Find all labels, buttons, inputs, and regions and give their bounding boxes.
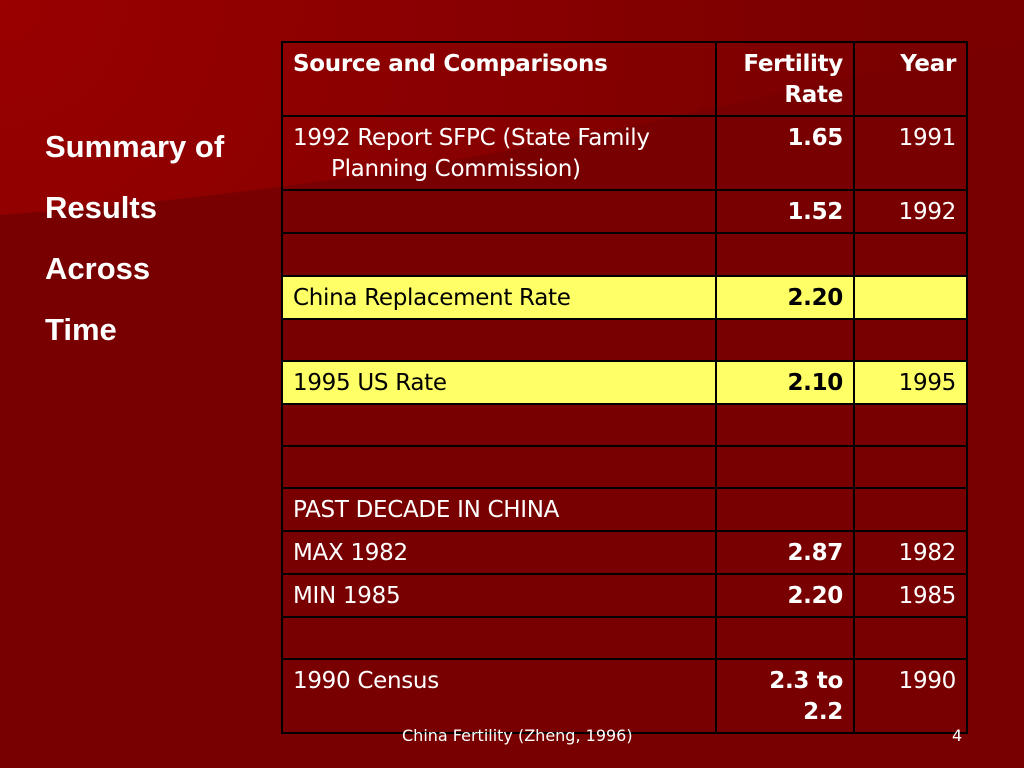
year-cell — [853, 616, 968, 660]
year-cell: 1995 — [853, 360, 968, 405]
header-source: Source and Comparisons — [281, 41, 717, 117]
source-cell: 1995 US Rate — [281, 360, 717, 405]
rate-cell — [715, 232, 855, 277]
side-title-line: Summary of — [45, 129, 225, 164]
table-row — [281, 403, 968, 447]
table-row: 1.52 1992 — [281, 189, 968, 234]
year-cell — [853, 403, 968, 447]
source-cell — [281, 403, 717, 447]
year-cell — [853, 318, 968, 362]
side-title-line: Across — [45, 251, 151, 286]
rate-cell — [715, 403, 855, 447]
source-cell: 1992 Report SFPC (State Family Planning … — [281, 115, 717, 191]
rate-cell — [715, 445, 855, 489]
table-row: 1992 Report SFPC (State Family Planning … — [281, 115, 968, 191]
rate-cell: 1.65 — [715, 115, 855, 191]
source-text-continued: Planning Commission) — [331, 156, 581, 182]
source-cell — [281, 318, 717, 362]
year-cell: 1982 — [853, 530, 968, 575]
year-cell: 1992 — [853, 189, 968, 234]
table-row — [281, 232, 968, 277]
rate-cell: 1.52 — [715, 189, 855, 234]
source-cell: China Replacement Rate — [281, 275, 717, 320]
source-cell: PAST DECADE IN CHINA — [281, 487, 717, 532]
year-cell — [853, 487, 968, 532]
table-row: MAX 1982 2.87 1982 — [281, 530, 968, 575]
rate-cell: 2.3 to 2.2 — [715, 658, 855, 734]
source-cell: MIN 1985 — [281, 573, 717, 618]
table-row — [281, 318, 968, 362]
year-cell: 1990 — [853, 658, 968, 734]
table-row-highlighted: 1995 US Rate 2.10 1995 — [281, 360, 968, 405]
side-title-line: Results — [45, 190, 157, 225]
source-cell — [281, 189, 717, 234]
side-title-line: Time — [45, 312, 117, 347]
table-header-row: Source and Comparisons Fertility Rate Ye… — [281, 41, 968, 117]
source-cell: 1990 Census — [281, 658, 717, 734]
rate-cell — [715, 487, 855, 532]
slide-footer: China Fertility (Zheng, 1996) 4 — [0, 726, 1024, 748]
year-cell — [853, 232, 968, 277]
source-cell — [281, 445, 717, 489]
page-number: 4 — [952, 726, 963, 745]
table-row — [281, 616, 968, 660]
rate-cell: 2.87 — [715, 530, 855, 575]
source-cell — [281, 232, 717, 277]
table-row: 1990 Census 2.3 to 2.2 1990 — [281, 658, 968, 734]
rate-cell: 2.20 — [715, 573, 855, 618]
rate-cell: 2.20 — [715, 275, 855, 320]
year-cell — [853, 445, 968, 489]
table-row-highlighted: China Replacement Rate 2.20 — [281, 275, 968, 320]
slide-side-title: Summary of Results Across Time — [45, 116, 275, 360]
rate-cell — [715, 616, 855, 660]
year-cell: 1991 — [853, 115, 968, 191]
source-text: 1992 Report SFPC (State Family — [293, 125, 650, 151]
year-cell: 1985 — [853, 573, 968, 618]
table-row: PAST DECADE IN CHINA — [281, 487, 968, 532]
header-year: Year — [853, 41, 968, 117]
rate-cell: 2.10 — [715, 360, 855, 405]
rate-cell — [715, 318, 855, 362]
fertility-table: Source and Comparisons Fertility Rate Ye… — [281, 41, 968, 734]
table-row — [281, 445, 968, 489]
source-cell — [281, 616, 717, 660]
table-row: MIN 1985 2.20 1985 — [281, 573, 968, 618]
year-cell — [853, 275, 968, 320]
header-fertility-rate: Fertility Rate — [715, 41, 855, 117]
footer-citation: China Fertility (Zheng, 1996) — [402, 726, 633, 745]
source-cell: MAX 1982 — [281, 530, 717, 575]
